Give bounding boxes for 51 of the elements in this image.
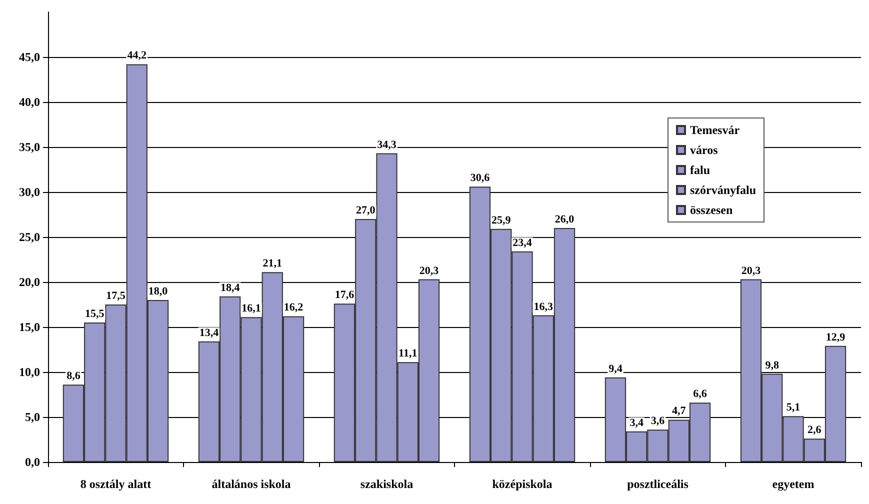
data-label: 3,6 [650, 415, 666, 428]
legend-label: összesen [690, 203, 733, 217]
data-label: 34,3 [377, 138, 397, 151]
data-label: 18,0 [148, 286, 168, 298]
legend-label: szórványfalu [690, 183, 756, 197]
data-label: 16,3 [534, 300, 554, 313]
data-label: 5,1 [786, 402, 800, 414]
y-tick-label: 5,0 [25, 410, 40, 424]
x-tick-label: 8 osztály alatt [80, 477, 152, 491]
data-label: 17,5 [106, 290, 126, 302]
data-label: 9,8 [765, 359, 780, 372]
y-tick-label: 45,0 [19, 50, 40, 64]
data-label: 13,4 [199, 326, 220, 339]
data-label: 9,4 [608, 362, 623, 375]
data-label: 21,1 [262, 258, 282, 270]
data-label: 4,7 [672, 405, 686, 418]
data-label: 17,6 [334, 289, 355, 302]
data-label: 16,1 [242, 302, 261, 315]
data-label: 25,9 [491, 214, 512, 226]
data-label: 27,0 [356, 204, 376, 216]
data-label: 3,4 [630, 416, 644, 429]
y-tick-label: 30,0 [19, 185, 40, 199]
x-tick-label: középiskola [492, 477, 552, 491]
data-label: 26,0 [554, 214, 575, 226]
x-tick-label: egyetem [772, 477, 814, 491]
y-tick-label: 15,0 [19, 320, 40, 334]
x-tick-label: általános iskola [212, 477, 291, 491]
y-tick-label: 20,0 [19, 275, 40, 289]
y-tick-label: 25,0 [19, 230, 40, 244]
y-tick-label: 40,0 [19, 95, 40, 109]
data-label: 44,2 [127, 50, 148, 62]
data-label: 12,9 [826, 331, 846, 344]
data-label: 2,6 [808, 424, 822, 436]
x-tick-label: posztliceális [627, 477, 689, 491]
data-label: 30,6 [470, 172, 490, 184]
data-label: 15,5 [84, 308, 105, 320]
y-tick-label: 0,0 [25, 455, 40, 469]
data-label: 18,4 [220, 282, 240, 294]
legend-label: város [690, 143, 718, 157]
data-label: 16,2 [284, 302, 304, 314]
y-tick-label: 10,0 [19, 365, 40, 379]
data-label: 11,1 [398, 348, 418, 360]
data-label: 6,6 [693, 388, 708, 400]
x-tick-label: szakiskola [360, 477, 414, 491]
data-label: 23,4 [512, 236, 532, 249]
legend-label: falu [690, 163, 710, 177]
data-label: 20,3 [419, 264, 440, 277]
data-label: 20,3 [741, 264, 762, 277]
data-label: 8,6 [66, 370, 81, 382]
y-tick-label: 35,0 [19, 140, 40, 154]
legend-label: Temesvár [690, 123, 740, 137]
